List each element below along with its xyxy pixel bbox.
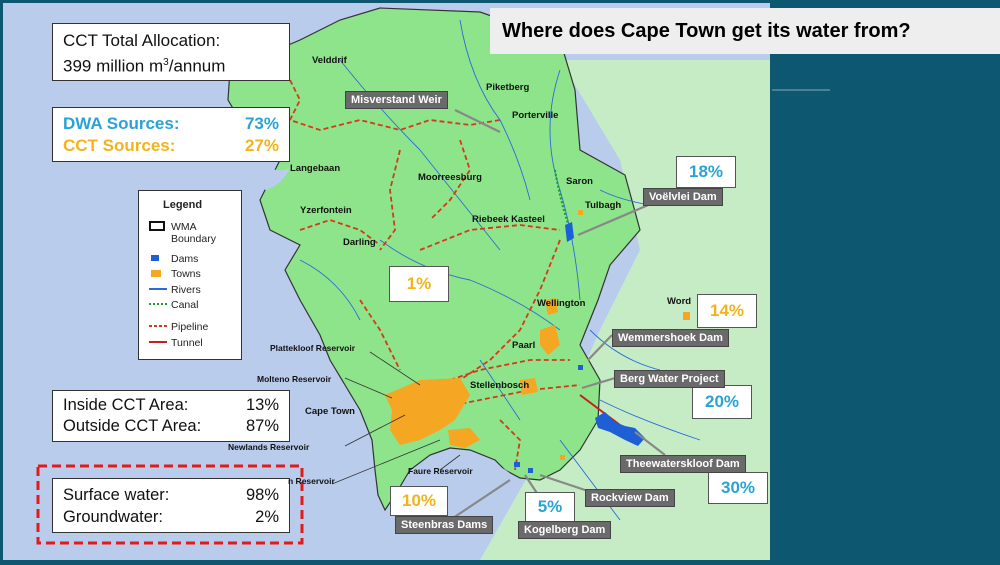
wma-land — [227, 7, 641, 512]
place-wellington: Wellington — [537, 298, 586, 309]
dam-icon — [149, 253, 167, 266]
place-stellenbosch: Stellenbosch — [470, 380, 530, 391]
percent-box-voelvlei: 18% — [676, 156, 736, 188]
place-partial-reservoir: n Reservoir — [288, 476, 335, 486]
place-darling: Darling — [343, 237, 376, 248]
legend-item-dams: Dams — [149, 253, 198, 266]
label-theewaterskloof-dam: Theewaterskloof Dam — [620, 455, 746, 473]
water-row-surface: Surface water: 98% — [63, 484, 279, 506]
towns — [385, 210, 690, 460]
tunnel-icon — [149, 337, 167, 350]
source-value: 27% — [244, 136, 279, 155]
pipeline-icon — [149, 321, 167, 334]
label-berg-water-project: Berg Water Project — [614, 370, 725, 388]
wma-boundary-icon — [149, 221, 167, 234]
place-piketberg: Piketberg — [486, 82, 530, 93]
place-saron: Saron — [566, 176, 593, 187]
area-value: 87% — [245, 417, 279, 435]
place-velddrif: Velddrif — [312, 55, 347, 66]
legend-item-canal: Canal — [149, 299, 198, 312]
canal-icon — [149, 299, 167, 312]
water-row-ground: Groundwater: 2% — [63, 506, 279, 528]
legend-label: Tunnel — [171, 337, 203, 349]
legend-item-pipeline: Pipeline — [149, 321, 208, 334]
sources-box: DWA Sources: 73% CCT Sources: 27% — [52, 107, 290, 162]
place-faure-reservoir: Faure Reservoir — [408, 466, 473, 476]
saldanha-bay — [255, 160, 290, 190]
allocation-superscript: 3 — [163, 57, 169, 68]
allocation-line2: 399 million m3/annum — [63, 52, 279, 78]
place-newlands-reservoir: Newlands Reservoir — [228, 442, 310, 452]
place-langebaan: Langebaan — [290, 163, 341, 174]
label-voelvlei-dam: Voëlvlei Dam — [643, 188, 723, 206]
place-word: Word — [667, 296, 692, 307]
percent-box-berg: 20% — [692, 385, 752, 419]
legend-label: Canal — [171, 299, 199, 311]
water-value: 98% — [245, 486, 279, 504]
water-label: Groundwater: — [63, 508, 163, 526]
place-riebeek-kasteel: Riebeek Kasteel — [472, 214, 545, 225]
dams — [514, 222, 645, 473]
legend-label: Dams — [171, 253, 199, 265]
percent-box-steenbras: 10% — [390, 486, 448, 516]
allocation-line1: CCT Total Allocation: — [63, 31, 221, 50]
place-porterville: Porterville — [512, 110, 559, 121]
place-cape-town: Cape Town — [305, 406, 355, 417]
legend-item-towns: Towns — [149, 268, 201, 281]
area-row-inside: Inside CCT Area: 13% — [63, 395, 279, 416]
label-misverstand-weir: Misverstand Weir — [345, 91, 448, 109]
water-value: 2% — [255, 508, 279, 526]
place-tulbagh: Tulbagh — [585, 200, 622, 211]
surface-groundwater-highlight — [36, 464, 304, 545]
percent-box-riebeek: 1% — [389, 266, 449, 302]
tunnel — [579, 394, 621, 426]
source-label: DWA Sources: — [63, 114, 180, 133]
legend-label: Towns — [171, 268, 201, 280]
map-legend: Legend WMA Boundary Dams Towns Rivers Ca… — [138, 190, 242, 360]
percent-box-theewaterskloof: 30% — [708, 472, 768, 504]
legend-item-tunnel: Tunnel — [149, 337, 203, 350]
source-label: CCT Sources: — [63, 136, 176, 155]
allocation-box: CCT Total Allocation: 399 million m3/ann… — [52, 23, 290, 81]
allocation-unit: /annum — [168, 56, 226, 76]
river-icon — [149, 284, 167, 297]
place-molteno-reservoir: Molteno Reservoir — [257, 374, 332, 384]
legend-label: WMA Boundary — [171, 221, 216, 245]
area-split-box: Inside CCT Area: 13% Outside CCT Area: 87% — [52, 390, 290, 442]
rivers — [299, 19, 701, 521]
label-wemmershoek-dam: Wemmershoek Dam — [612, 329, 729, 347]
reservoir-leaders — [331, 351, 461, 485]
label-rockview-dam: Rockview Dam — [585, 489, 675, 507]
legend-item-rivers: Rivers — [149, 284, 201, 297]
legend-label: Pipeline — [171, 321, 209, 333]
legend-title: Legend — [163, 199, 203, 211]
area-row-outside: Outside CCT Area: 87% — [63, 416, 279, 437]
town-icon — [149, 268, 167, 281]
slide-title: Where does Cape Town get its water from? — [490, 8, 1000, 54]
source-row-cct: CCT Sources: 27% — [63, 135, 279, 157]
area-label: Outside CCT Area: — [63, 417, 202, 435]
legend-item-wma: WMA Boundary — [149, 221, 231, 245]
allocation-amount: 399 million m — [63, 56, 164, 76]
slide-title-text: Where does Cape Town get its water from? — [502, 19, 911, 42]
place-yzerfontein: Yzerfontein — [300, 205, 352, 216]
water-label: Surface water: — [63, 486, 170, 504]
area-label: Inside CCT Area: — [63, 396, 189, 414]
label-steenbras-dams: Steenbras Dams — [395, 516, 494, 534]
percent-box-kogelberg: 5% — [525, 492, 575, 522]
label-kogelberg-dam: Kogelberg Dam — [518, 521, 612, 539]
water-type-box: Surface water: 98% Groundwater: 2% — [52, 478, 290, 533]
area-value: 13% — [245, 396, 279, 414]
source-row-dwa: DWA Sources: 73% — [63, 113, 279, 135]
place-moorreesburg: Moorreesburg — [418, 172, 482, 183]
percent-box-word: 14% — [697, 294, 757, 328]
place-paarl: Paarl — [512, 340, 536, 351]
legend-label: Rivers — [171, 284, 201, 296]
source-value: 73% — [244, 114, 279, 133]
place-plattekloof-reservoir: Plattekloof Reservoir — [270, 343, 356, 353]
